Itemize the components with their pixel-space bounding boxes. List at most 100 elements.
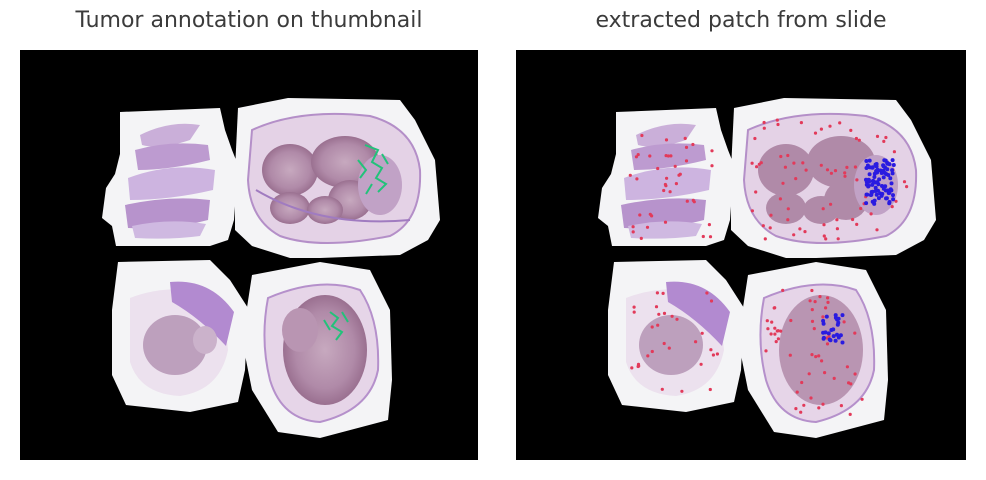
patch-marker-red: [661, 291, 665, 295]
patch-marker-red: [853, 165, 857, 169]
patch-marker-red: [657, 312, 661, 316]
patch-marker-red: [639, 236, 643, 240]
patch-marker-red: [776, 337, 780, 341]
patch-marker-blue: [867, 172, 872, 177]
patch-marker-red: [768, 226, 772, 230]
patch-marker-red: [646, 354, 650, 358]
left-panel-title: Tumor annotation on thumbnail: [75, 8, 423, 33]
patch-marker-red: [818, 295, 822, 299]
patch-marker-red: [795, 390, 799, 394]
patch-marker-blue: [821, 335, 826, 340]
patch-marker-red: [821, 315, 825, 319]
patch-marker-red: [773, 332, 777, 336]
patch-marker-blue: [866, 184, 871, 189]
patch-marker-blue: [887, 162, 892, 167]
patch-marker-blue: [888, 187, 893, 192]
patch-marker-blue: [891, 197, 896, 202]
patch-marker-red: [770, 320, 774, 324]
patch-marker-red: [819, 163, 823, 167]
patch-marker-red: [708, 387, 712, 392]
patch-marker-red: [628, 173, 632, 177]
patch-marker-blue: [874, 192, 879, 197]
patch-marker-red: [663, 182, 667, 187]
patch-marker-red: [808, 299, 812, 303]
patch-marker-red: [680, 389, 684, 393]
patch-marker-red: [634, 155, 638, 159]
patch-marker-red: [709, 299, 714, 303]
tumor-annotation-thumbnail: [20, 50, 478, 460]
patch-marker-red: [631, 230, 635, 234]
patch-marker-red: [776, 122, 780, 127]
patch-marker-blue: [865, 192, 870, 197]
patch-marker-red: [786, 207, 790, 211]
tumor-annotation-marks: [323, 144, 389, 341]
patch-marker-red: [656, 166, 660, 171]
patch-marker-blue: [891, 193, 895, 198]
patch-marker-red: [807, 372, 811, 376]
patch-marker-blue: [831, 334, 836, 339]
patch-marker-red: [825, 342, 830, 346]
patch-marker-red: [638, 213, 642, 217]
patch-marker-blue: [826, 331, 831, 336]
patch-marker-red: [710, 164, 714, 168]
patch-marker-blue: [886, 173, 891, 177]
patch-marker-red: [803, 230, 807, 234]
patch-marker-red: [648, 212, 652, 216]
patch-marker-red: [839, 404, 843, 408]
patch-marker-red: [764, 349, 768, 353]
patch-marker-red: [821, 207, 825, 211]
normal-patch-markers: [628, 118, 909, 416]
patch-marker-red: [675, 317, 679, 321]
patch-marker-red: [890, 205, 894, 209]
patch-marker-red: [812, 327, 816, 331]
patch-marker-blue: [870, 179, 875, 184]
patch-marker-red: [835, 227, 839, 231]
tissue-section-top-right: [246, 112, 422, 244]
tumor-patch-markers: [821, 158, 896, 345]
patch-marker-red: [905, 185, 909, 189]
patch-marker-red: [769, 332, 773, 336]
patch-marker-blue: [889, 181, 894, 186]
patch-marker-red: [654, 305, 659, 309]
patch-marker-red: [833, 169, 838, 173]
patch-marker-blue: [840, 340, 845, 345]
patch-marker-red: [825, 168, 830, 172]
patch-marker-red: [765, 319, 769, 323]
patch-marker-red: [779, 154, 783, 159]
patch-marker-red: [894, 199, 898, 203]
patch-marker-red: [801, 161, 805, 165]
patch-marker-red: [663, 220, 668, 224]
patch-marker-red: [636, 153, 640, 157]
patch-marker-red: [670, 314, 674, 318]
patch-marker-red: [715, 352, 719, 356]
patch-marker-red: [763, 237, 767, 241]
patch-marker-red: [786, 218, 790, 222]
patch-marker-red: [685, 199, 689, 203]
patch-marker-blue: [881, 186, 886, 191]
patch-marker-red: [804, 168, 808, 172]
patch-marker-red: [632, 305, 636, 309]
patch-marker-red: [794, 177, 798, 181]
patch-marker-red: [674, 182, 678, 186]
patch-marker-blue: [875, 180, 880, 185]
patch-marker-red: [781, 288, 785, 292]
patch-marker-red: [773, 326, 777, 330]
patch-marker-blue: [867, 158, 872, 163]
patch-marker-red: [826, 296, 830, 300]
patch-marker-blue: [883, 158, 888, 163]
patch-marker-red: [859, 206, 863, 211]
patch-marker-red: [710, 149, 714, 153]
patch-marker-red: [660, 387, 664, 391]
patch-marker-red: [836, 237, 840, 241]
patch-marker-blue: [872, 198, 877, 203]
patch-marker-red: [828, 124, 832, 128]
patch-marker-red: [884, 135, 888, 140]
patch-marker-red: [848, 412, 852, 416]
patch-marker-red: [832, 376, 836, 380]
patch-marker-red: [810, 288, 814, 293]
patch-marker-red: [783, 165, 787, 169]
patch-marker-red: [691, 198, 695, 202]
patch-marker-red: [645, 225, 650, 229]
patch-marker-red: [709, 348, 713, 352]
patch-marker-red: [684, 145, 689, 149]
